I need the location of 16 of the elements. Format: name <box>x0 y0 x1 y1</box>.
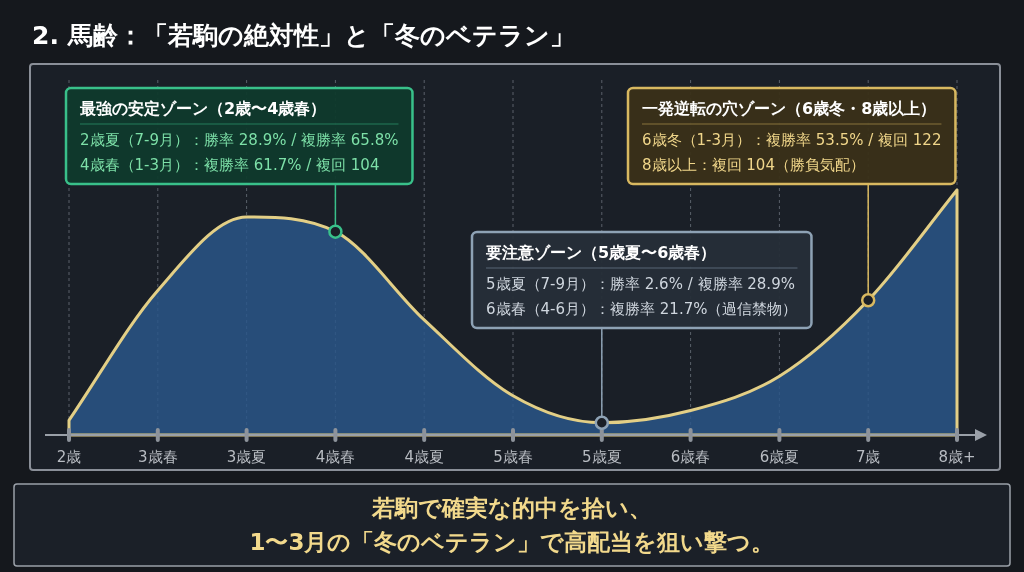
x-tick-label: 2歳 <box>56 448 82 466</box>
x-tick-label: 8歳+ <box>938 448 976 466</box>
x-tick-label: 3歳夏 <box>226 448 267 466</box>
text: 若駒で確実な的中を拾い、 1〜3月の「冬のベテラン」で高配当を狙い撃つ。 <box>249 495 775 555</box>
x-tick-label: 4歳春 <box>315 448 356 466</box>
x-tick-label: 5歳夏 <box>582 448 622 466</box>
x-tick-label: 6歳春 <box>670 448 711 466</box>
x-tick-label: 4歳夏 <box>404 448 444 466</box>
x-tick-label: 7歳 <box>855 448 881 466</box>
x-tick-label: 5歳春 <box>493 448 533 466</box>
x-tick-label: 6歳夏 <box>759 448 800 466</box>
annotation: 最強の安定ゾーン（2歳〜4歳春） 2歳夏（7-9月）：勝率 28.9% / 複勝率 65.8% 4歳春（1-3月）：複勝率 61.7% / 複回 104 <box>79 99 399 174</box>
x-tick-label: 3歳春 <box>138 448 178 466</box>
annotation: 要注意ゾーン（5歳夏〜6歳春） 5歳夏（7-9月）：勝率 2.6% / 複勝率 28.9% 6歳春（4-6月）：複勝率 21.7%（過信禁物） <box>485 243 798 318</box>
chart-title: 2. 馬齢：「若駒の絶対性」と「冬のベテラン」 <box>32 21 575 50</box>
annotation: 一発逆転の穴ゾーン（6歳冬・8歳以上） 6歳冬（1-3月）：複勝率 53.5% / 複回 122 8歳以上：複回 104（勝負気配） <box>642 99 942 174</box>
